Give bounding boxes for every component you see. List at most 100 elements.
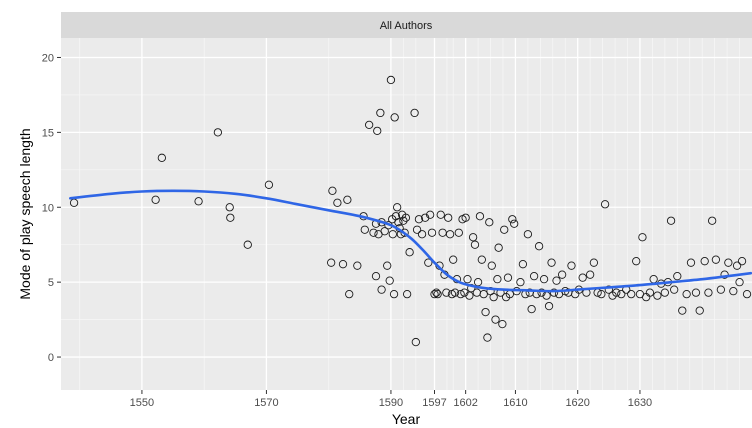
data-point	[477, 255, 486, 264]
data-point	[468, 233, 478, 242]
facet-label: All Authors	[380, 20, 433, 32]
data-point	[433, 289, 442, 299]
data-point	[479, 289, 488, 299]
data-point	[194, 197, 203, 206]
data-point	[585, 270, 595, 279]
x-tick-label: 1597	[422, 397, 446, 409]
data-point	[552, 276, 561, 285]
data-point	[385, 276, 394, 285]
data-point	[653, 291, 662, 300]
data-point	[516, 278, 525, 287]
x-tick-label: 1610	[503, 397, 527, 409]
data-point	[518, 260, 528, 269]
data-point	[678, 306, 687, 315]
data-point	[399, 216, 408, 225]
data-point	[402, 289, 412, 299]
data-point	[491, 315, 500, 324]
data-point	[470, 240, 480, 249]
data-point	[578, 273, 587, 282]
data-point	[414, 215, 424, 224]
y-tick-label: 15	[42, 127, 54, 139]
data-point	[708, 216, 717, 225]
data-point	[417, 230, 427, 239]
data-point	[389, 289, 399, 299]
data-point	[539, 275, 549, 284]
data-point	[549, 288, 559, 297]
data-point	[498, 319, 507, 329]
data-point	[386, 75, 396, 85]
data-point	[333, 198, 342, 207]
minor-gridlines	[61, 38, 752, 390]
data-point	[737, 257, 747, 266]
y-tick-label: 5	[48, 277, 54, 289]
data-point	[597, 289, 606, 299]
y-axis: 0 5 10 15 20	[42, 52, 61, 364]
data-point	[475, 212, 485, 221]
data-point	[380, 227, 389, 236]
data-point	[666, 216, 676, 225]
data-point	[456, 289, 465, 299]
data-point	[377, 285, 386, 294]
data-point	[567, 261, 576, 270]
data-point	[489, 292, 498, 302]
data-point	[442, 288, 451, 297]
data-point	[243, 240, 252, 249]
data-point	[390, 113, 399, 122]
data-point	[369, 228, 378, 237]
facet-strip	[61, 12, 752, 38]
data-point	[735, 278, 744, 287]
data-point	[436, 210, 445, 219]
data-point	[264, 180, 274, 189]
data-point	[729, 286, 738, 296]
data-point	[391, 212, 401, 221]
data-point	[711, 255, 721, 264]
y-axis-title: Mode of play speech length	[17, 128, 33, 299]
data-point	[412, 225, 422, 234]
data-point	[473, 278, 483, 287]
data-point	[454, 228, 463, 237]
data-point	[557, 270, 567, 279]
data-point	[627, 289, 636, 299]
data-point	[461, 213, 470, 222]
data-point	[523, 230, 533, 239]
data-point	[411, 337, 420, 347]
data-point	[732, 261, 742, 270]
data-point	[460, 288, 469, 297]
data-point	[394, 218, 403, 227]
data-point	[463, 275, 472, 284]
data-point	[503, 273, 513, 282]
data-point	[483, 333, 492, 342]
data-point	[589, 258, 599, 267]
data-point	[510, 219, 519, 228]
x-tick-label: 1630	[628, 397, 652, 409]
data-point	[670, 285, 679, 294]
data-point	[393, 203, 402, 212]
data-point	[632, 257, 641, 266]
data-point	[686, 258, 696, 267]
x-tick-label: 1570	[254, 397, 278, 409]
data-point	[724, 258, 733, 267]
data-point	[494, 243, 503, 252]
data-point	[600, 200, 610, 209]
data-point	[645, 288, 655, 297]
data-point	[529, 272, 539, 281]
data-point	[345, 289, 354, 299]
data-point	[720, 270, 729, 279]
data-point	[450, 288, 460, 297]
data-point	[400, 228, 409, 237]
data-point	[537, 288, 546, 297]
data-point	[742, 289, 752, 299]
x-axis-title: Year	[392, 411, 421, 427]
data-point	[673, 272, 682, 281]
data-point	[343, 195, 352, 204]
data-point	[151, 195, 160, 204]
data-point	[638, 233, 647, 242]
data-point	[704, 288, 713, 297]
data-point	[487, 261, 496, 270]
data-point	[660, 288, 669, 297]
data-point	[527, 304, 536, 314]
data-point	[424, 258, 433, 267]
data-point	[449, 255, 458, 264]
data-point	[485, 218, 494, 227]
